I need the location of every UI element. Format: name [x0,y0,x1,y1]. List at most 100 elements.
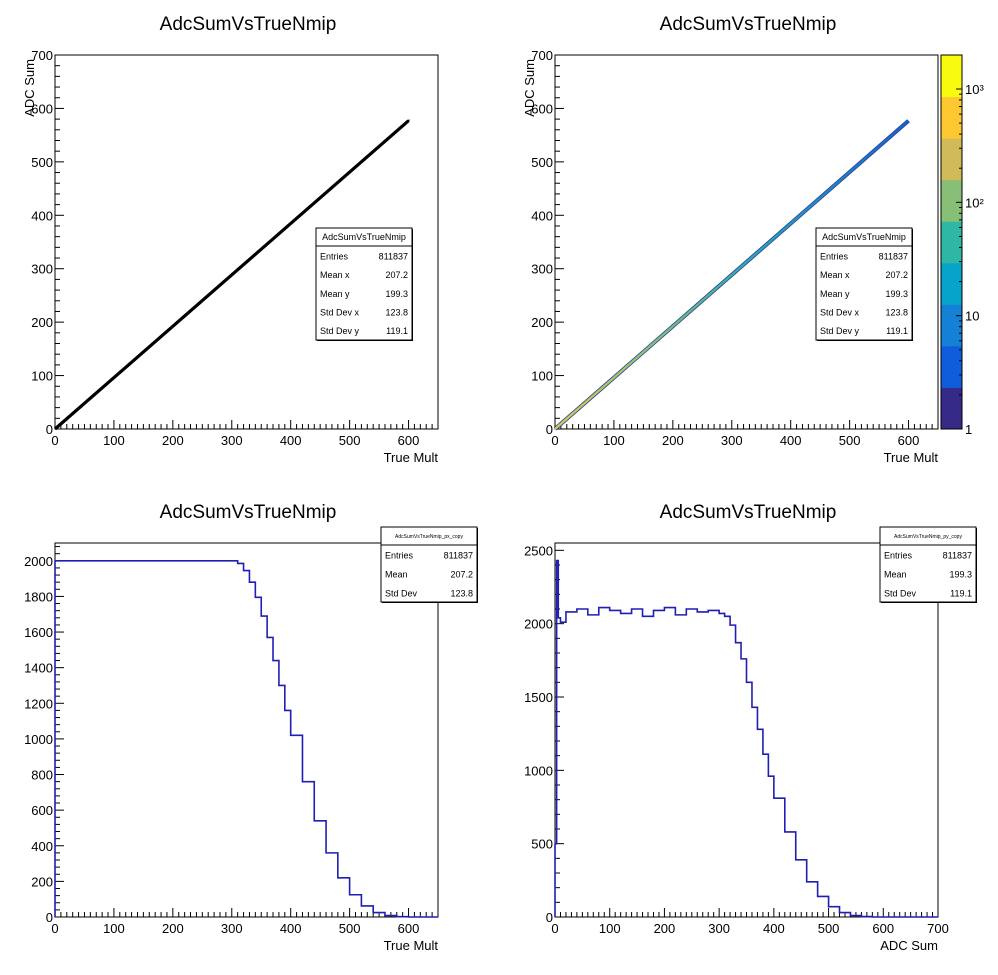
stats-row-label: Std Dev [884,589,917,599]
stats-row-value: 811837 [379,251,408,261]
y-axis-label: ADC Sum [522,59,537,117]
stats-row-value: 119.1 [386,326,408,336]
colorbar-frame [940,54,963,430]
stats-row-label: Mean [385,570,408,580]
stats-row-label: Mean y [820,289,850,299]
y-tick-label: 200 [531,315,553,330]
y-tick-label: 700 [31,48,53,63]
y-tick-label: 1500 [524,690,553,705]
stats-row-label: Entries [320,251,349,261]
x-tick-label: 400 [280,433,302,448]
stats-row-value: 207.2 [885,270,908,280]
y-tick-label: 400 [31,208,53,223]
y-tick-label: 200 [31,874,53,889]
stats-row-label: Std Dev y [320,326,360,336]
x-tick-label: 700 [927,921,949,936]
stats-box-frame [879,526,977,603]
y-tick-label: 0 [546,422,553,437]
histogram-line [55,560,438,918]
chart-title: AdcSumVsTrueNmip [660,14,837,35]
chart-panel-1: AdcSumVsTrueNmip 0 100 200 300 400 500 600 0 100 2… [22,14,439,465]
y-tick-label: 600 [531,101,553,116]
y-tick-label: 1600 [24,625,53,640]
y-tick-label: 500 [531,837,553,852]
stats-row-label: Entries [385,551,414,561]
stats-row-value: 207.2 [450,570,473,580]
chart-title: AdcSumVsTrueNmip [660,502,837,523]
y-axis-label: ADC Sum [22,59,37,117]
stats-row-label: Mean x [320,270,350,280]
x-tick-label: 100 [603,433,625,448]
x-tick-label: 500 [339,921,361,936]
y-tick-label: 200 [31,315,53,330]
y-tick-label: 1000 [524,763,553,778]
stats-box-name: AdcSumVsTrueNmip_py_copy [894,534,962,540]
chart-title: AdcSumVsTrueNmip [160,502,337,523]
x-tick-label: 300 [221,921,243,936]
x-tick-label: 300 [221,433,243,448]
y-tick-label: 2000 [524,617,553,632]
y-tick-label: 2500 [524,543,553,558]
y-tick-label: 300 [531,262,553,277]
stats-box: AdcSumVsTrueNmip_py_copy Entries 811837 Mea… [879,526,977,603]
colorbar-tick-label: 10 [965,309,979,324]
stats-row-value: 207.2 [385,270,408,280]
plot-frame [54,54,439,430]
colorbar-tick-label: 10² [965,195,984,210]
stats-box-frame [380,526,478,603]
stats-row-label: Std Dev x [820,307,860,317]
stats-row-label: Mean x [820,270,850,280]
y-tick-label: 0 [546,910,553,925]
x-tick-label: 600 [898,433,920,448]
x-axis-label: True Mult [384,938,439,953]
y-tick-label: 400 [31,839,53,854]
y-tick-label: 0 [46,422,53,437]
y-tick-label: 100 [531,369,553,384]
y-tick-label: 100 [31,369,53,384]
stats-row-value: 199.3 [385,289,408,299]
stats-row-value: 119.1 [886,326,908,336]
stats-row-label: Entries [884,551,913,561]
stats-row-label: Mean [884,570,907,580]
x-tick-label: 600 [398,433,420,448]
x-tick-label: 400 [280,921,302,936]
x-tick-label: 400 [763,921,785,936]
x-tick-label: 200 [662,433,684,448]
y-tick-label: 1800 [24,589,53,604]
x-tick-label: 500 [839,433,861,448]
x-tick-label: 500 [339,433,361,448]
x-axis-label: True Mult [884,450,939,465]
x-tick-label: 300 [721,433,743,448]
stats-row-label: Mean y [320,289,350,299]
x-tick-label: 500 [818,921,840,936]
colorbar-segment [941,55,962,98]
stats-box-name: AdcSumVsTrueNmip [822,232,906,242]
colorbar-segment [941,221,962,264]
colorbar-segment [941,179,962,222]
stats-row-value: 119.1 [950,589,972,599]
stats-row-value: 199.3 [885,289,908,299]
x-tick-label: 0 [51,433,58,448]
x-tick-label: 200 [162,433,184,448]
x-tick-label: 200 [162,921,184,936]
x-tick-label: 0 [551,433,558,448]
chart-title: AdcSumVsTrueNmip [160,14,337,35]
stats-row-value: 123.8 [885,307,908,317]
y-tick-label: 2000 [24,554,53,569]
y-tick-label: 400 [531,208,553,223]
x-tick-label: 0 [51,921,58,936]
stats-row-value: 811837 [943,551,972,561]
stats-row-value: 811837 [879,251,908,261]
y-tick-label: 1000 [24,732,53,747]
stats-row-label: Entries [820,251,849,261]
x-axis-label: True Mult [384,450,439,465]
chart-panel-3: AdcSumVsTrueNmip 0 100 200 300 400 500 600 0 200 4… [24,502,478,953]
y-tick-label: 600 [31,101,53,116]
x-tick-label: 100 [103,921,125,936]
colorbar-segment [941,138,962,181]
y-tick-label: 800 [31,768,53,783]
scatter-band-edge [55,119,410,429]
x-tick-label: 100 [599,921,621,936]
y-tick-label: 500 [31,155,53,170]
